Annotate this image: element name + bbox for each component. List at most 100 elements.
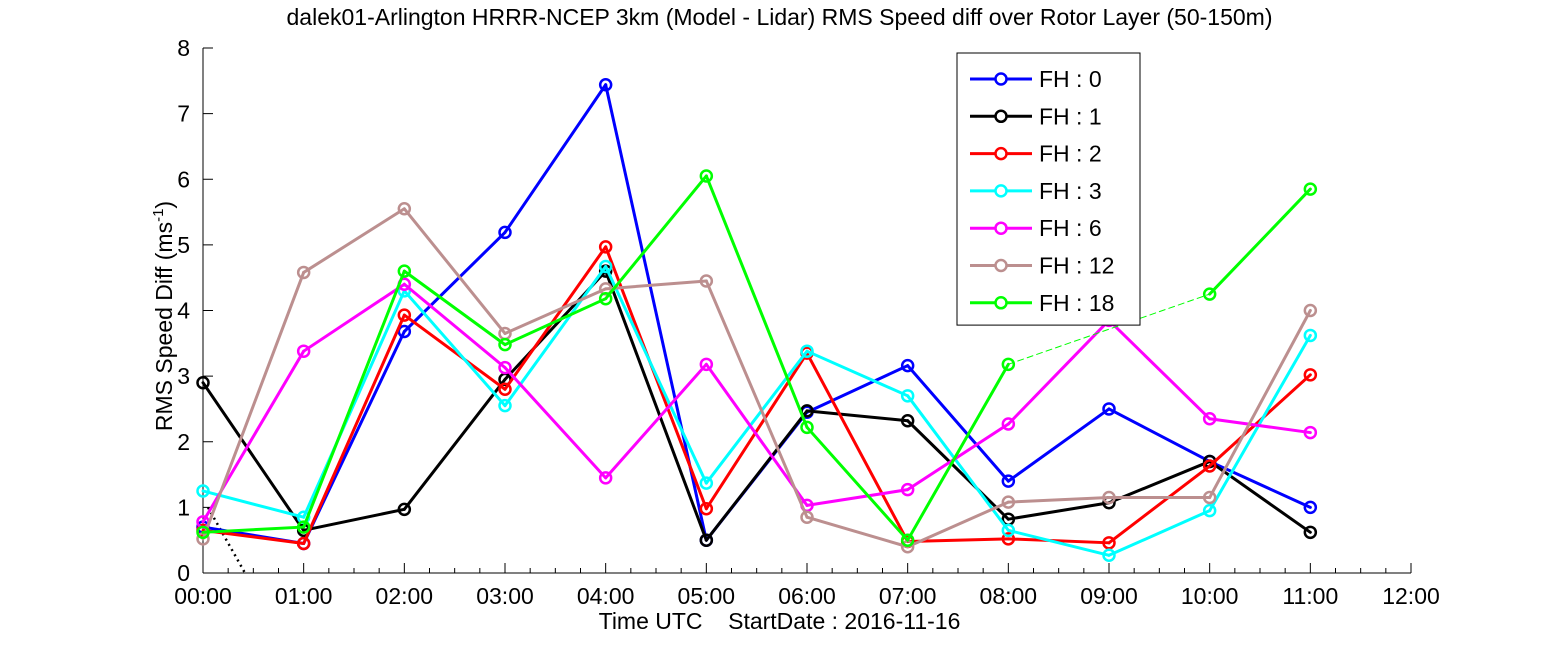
x-axis-label: Time UTC StartDate : 2016-11-16 (598, 608, 961, 634)
series-segment (704, 279, 809, 519)
y-tick-label-5: 5 (177, 232, 190, 258)
x-tick-label-00:00: 00:00 (174, 583, 232, 609)
series-segment (402, 207, 507, 335)
data-point (498, 398, 512, 413)
legend-entry-fh-2-label: FH : 2 (1039, 141, 1102, 167)
y-tick-label-7: 7 (177, 101, 190, 127)
data-point (1102, 402, 1116, 416)
series-segment (1006, 537, 1111, 545)
series-segment (805, 351, 910, 543)
series-segment (503, 297, 608, 347)
series-segment (201, 525, 306, 534)
y-axis-label-close: ) (150, 200, 177, 209)
legend-entry-fh-2-marker (994, 146, 1008, 161)
data-point (196, 484, 210, 498)
legend-entry-fh-3-label: FH : 3 (1039, 178, 1102, 204)
series-segment (201, 381, 306, 532)
data-point (1303, 425, 1318, 440)
series-segment (1107, 318, 1212, 421)
series-segment (604, 279, 708, 291)
series-segment (1006, 528, 1111, 557)
data-point (498, 360, 512, 375)
series-segment (604, 174, 708, 301)
y-tick-label-0: 0 (177, 560, 190, 586)
series-segment (805, 425, 910, 542)
y-tick-label-6: 6 (177, 166, 190, 192)
series-segment (906, 537, 1010, 543)
legend: FH : 0 FH : 1 FH : 2 FH : 3 FH : 6 FH : 12 FH … (956, 52, 1141, 326)
data-point (800, 344, 814, 358)
series-segment (1006, 407, 1111, 483)
series-segment (402, 282, 507, 370)
series-segment (201, 270, 306, 541)
x-tick-label-04:00: 04:00 (577, 583, 635, 609)
series-segment (704, 349, 809, 485)
series-segment (805, 515, 910, 549)
series-segment (604, 265, 708, 485)
data-point (699, 533, 714, 547)
legend-entry-fh-3-marker (994, 184, 1008, 198)
legend-entry-fh-0-label: FH : 0 (1039, 66, 1102, 92)
series-segment (503, 287, 608, 335)
series-segment (1006, 318, 1111, 426)
x-tick-label-10:00: 10:00 (1181, 583, 1239, 609)
data-point (699, 476, 714, 490)
data-point (1202, 459, 1217, 473)
y-tick-label-4: 4 (177, 298, 190, 324)
data-point (900, 533, 915, 547)
legend-entry-fh-6-label: FH : 6 (1039, 215, 1102, 241)
data-point (699, 169, 714, 183)
data-point (800, 510, 814, 524)
series-segment (1208, 333, 1312, 513)
data-point (1102, 548, 1116, 563)
data-point (800, 420, 814, 435)
series-fh-12 (196, 202, 1318, 554)
legend-entry-fh-18-marker (994, 296, 1008, 310)
series-segment (402, 230, 507, 333)
series-segment (1006, 496, 1111, 504)
series-fh-0 (196, 78, 1318, 551)
data-point (1303, 328, 1318, 343)
legend-entry-fh-1-marker (994, 109, 1008, 124)
data-point (1001, 474, 1016, 488)
series-segment (302, 289, 406, 519)
series-segment (1107, 509, 1212, 557)
series-segment (704, 362, 809, 507)
data-point (1202, 287, 1217, 301)
series-fh-18 (196, 169, 1318, 547)
data-point (699, 274, 714, 288)
data-point (296, 265, 311, 280)
series-segment (1107, 459, 1212, 505)
series-segment (302, 507, 406, 532)
series-segment (906, 422, 1010, 492)
data-point (498, 225, 512, 240)
data-point (900, 482, 915, 497)
data-point (1303, 368, 1318, 382)
series-segment (503, 366, 608, 480)
data-point (296, 344, 311, 358)
axes: 0 1 2 3 4 5 6 7 8 00:00 01:00 02:00 03:00 04:00 05:00 0… (174, 35, 1440, 609)
data-point (296, 536, 311, 551)
data-point (598, 291, 613, 306)
series-segment (503, 265, 608, 408)
series-segment (906, 419, 1010, 521)
x-tick-label-02:00: 02:00 (376, 583, 434, 609)
series-segment (906, 500, 1010, 549)
dotted-reference-segment (206, 506, 247, 574)
data-point (1202, 490, 1217, 505)
series-segment (805, 488, 910, 507)
x-tick-label-08:00: 08:00 (980, 583, 1038, 609)
data-point (1001, 532, 1016, 546)
data-point (1001, 357, 1016, 372)
series-segment (1107, 407, 1212, 463)
data-point (397, 324, 412, 339)
series-segment (604, 269, 708, 542)
legend-box (956, 52, 1141, 326)
data-point (196, 375, 210, 390)
series-segment (503, 83, 608, 234)
data-point (196, 525, 210, 540)
series-segment (704, 351, 809, 511)
series-segment (906, 364, 1010, 483)
data-point (900, 389, 915, 403)
